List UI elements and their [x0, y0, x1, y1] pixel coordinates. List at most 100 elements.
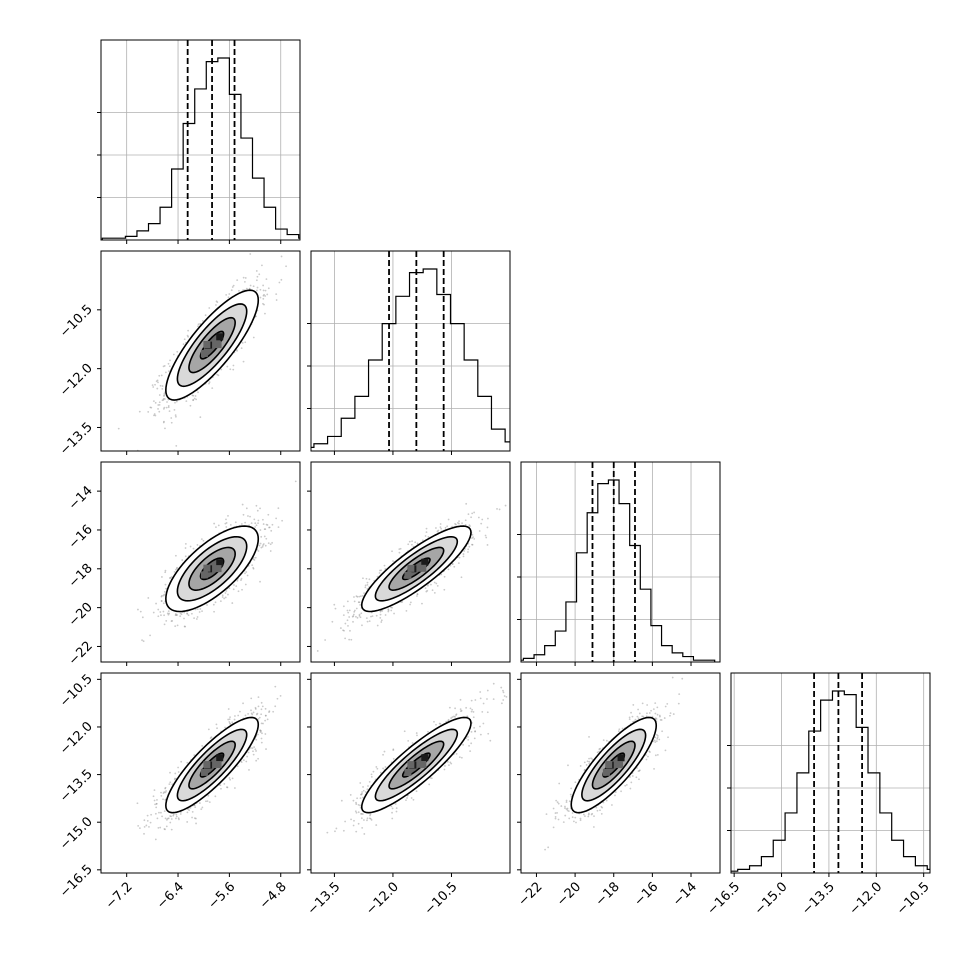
- scatter-point: [170, 815, 173, 818]
- scatter-point: [350, 638, 353, 641]
- scatter-point: [154, 812, 157, 815]
- scatter-point: [468, 545, 471, 548]
- scatter-point: [224, 522, 227, 525]
- scatter-point: [252, 566, 255, 569]
- scatter-point: [158, 374, 161, 377]
- scatter-point: [667, 736, 669, 739]
- scatter-point: [458, 756, 461, 758]
- scatter-point: [474, 730, 476, 733]
- scatter-point: [251, 747, 254, 750]
- scatter-point: [451, 525, 454, 528]
- scatter-point: [227, 514, 229, 517]
- scatter-point: [245, 571, 248, 573]
- scatter-point: [572, 820, 575, 823]
- scatter-point: [566, 809, 569, 812]
- panel-frame: [310, 461, 511, 663]
- scatter-point: [257, 696, 260, 699]
- scatter-point: [430, 777, 433, 780]
- scatter-point: [473, 511, 476, 514]
- scatter-point: [213, 522, 216, 525]
- scatter-point: [261, 518, 264, 521]
- scatter-point: [598, 748, 601, 751]
- scatter-point: [504, 504, 507, 507]
- scatter-point: [335, 827, 338, 830]
- scatter-point: [268, 710, 271, 713]
- scatter-point: [255, 713, 258, 716]
- scatter-point: [659, 715, 661, 718]
- scatter-point: [163, 395, 165, 397]
- scatter-point: [245, 507, 248, 510]
- scatter-point: [237, 590, 240, 593]
- scatter-point: [162, 421, 165, 424]
- scatter-point: [357, 804, 360, 806]
- scatter-point: [446, 760, 449, 763]
- scatter-point: [444, 765, 446, 767]
- scatter-point: [368, 578, 371, 581]
- density-cell: [602, 768, 610, 776]
- scatter-point: [249, 747, 252, 749]
- scatter-point: [137, 824, 140, 827]
- scatter-point: [545, 813, 548, 816]
- scatter-point: [439, 523, 442, 525]
- scatter-point: [257, 519, 260, 522]
- scatter-point: [482, 722, 485, 725]
- scatter-point: [467, 738, 470, 741]
- scatter-point: [387, 610, 390, 613]
- scatter-point: [244, 277, 247, 279]
- scatter-point: [244, 572, 246, 575]
- scatter-point: [199, 322, 202, 325]
- scatter-point: [570, 787, 573, 790]
- scatter-point: [591, 758, 594, 761]
- x-tick-label: −6.4: [154, 879, 187, 912]
- scatter-point: [139, 610, 142, 613]
- scatter-point: [206, 800, 209, 802]
- scatter-point: [265, 278, 268, 281]
- scatter-point: [162, 397, 165, 400]
- scatter-point: [663, 717, 666, 719]
- scatter-point: [382, 767, 384, 770]
- scatter-point: [471, 543, 474, 546]
- scatter-point: [391, 811, 393, 814]
- scatter-point: [256, 289, 258, 292]
- scatter-point: [367, 785, 369, 787]
- scatter-point: [567, 764, 569, 767]
- scatter-point: [174, 415, 177, 418]
- scatter-point: [162, 594, 165, 597]
- scatter-point: [262, 294, 265, 297]
- scatter-point: [628, 718, 631, 721]
- scatter-point: [252, 750, 254, 753]
- scatter-point: [209, 737, 212, 739]
- scatter-point: [245, 287, 248, 290]
- scatter-point: [579, 765, 582, 767]
- scatter-point: [174, 401, 176, 404]
- scatter-point: [244, 583, 247, 586]
- x-tick-label: −18: [593, 879, 623, 909]
- scatter-point: [654, 736, 657, 739]
- scatter-point: [162, 365, 165, 368]
- panel-frame: [520, 672, 721, 874]
- scatter-point: [208, 801, 211, 804]
- scatter-point: [645, 715, 648, 718]
- scatter-point: [217, 374, 220, 377]
- scatter-point: [280, 255, 283, 258]
- scatter-point: [459, 698, 462, 701]
- x-tick-label: −14: [670, 879, 700, 909]
- scatter-point: [366, 788, 369, 791]
- scatter-point: [163, 810, 166, 813]
- scatter-point: [170, 620, 173, 623]
- scatter-point: [631, 715, 634, 718]
- scatter-point: [262, 544, 264, 547]
- scatter-point: [361, 791, 363, 793]
- scatter-point: [382, 753, 384, 756]
- scatter-point: [165, 406, 168, 409]
- scatter-point: [588, 760, 591, 763]
- scatter-point: [346, 619, 349, 622]
- scatter-point: [366, 819, 368, 822]
- scatter-point: [254, 748, 257, 751]
- density-cell: [407, 564, 415, 572]
- scatter-point: [254, 522, 257, 525]
- scatter-point: [590, 757, 592, 760]
- scatter-point: [425, 590, 428, 593]
- scatter-point: [155, 802, 158, 805]
- scatter-point: [157, 608, 160, 611]
